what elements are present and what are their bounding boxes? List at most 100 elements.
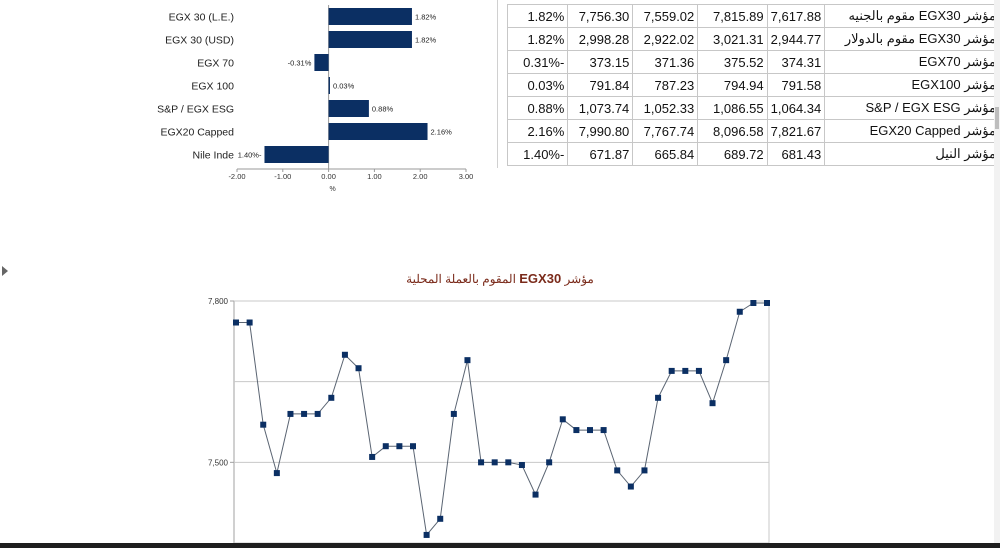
index-value-cell: 1.40%- xyxy=(506,142,569,166)
bar-0 xyxy=(328,8,412,25)
bar-category-label: EGX 70 xyxy=(197,58,234,70)
index-value-cell: 2,998.28 xyxy=(567,27,634,51)
bar-5 xyxy=(328,123,428,140)
scrollbar-thumb[interactable] xyxy=(995,107,999,129)
bar-category-label: EGX 30 (USD) xyxy=(165,35,234,47)
egx30-data-point xyxy=(600,427,607,434)
egx30-data-point xyxy=(355,365,362,372)
index-value-cell: 794.94 xyxy=(697,73,768,97)
egx30-data-point xyxy=(233,319,239,326)
bar-x-tick-label: 3.00 xyxy=(459,172,474,181)
bar-x-tick-label: -2.00 xyxy=(228,172,245,181)
index-value-cell: 1.82% xyxy=(506,27,569,51)
bar-category-label: Nile Inde xyxy=(193,150,235,162)
index-table-body: 1.82% 7,756.30 7,559.02 7,815.89 7,617.88 مؤش… xyxy=(506,4,1000,166)
egx30-data-point xyxy=(314,410,321,417)
index-value-cell: 7,559.02 xyxy=(632,4,699,28)
index-value-cell: 1,086.55 xyxy=(697,96,768,120)
bar-value-label: 1.40%- xyxy=(238,151,262,160)
index-value-cell: 2,944.77 xyxy=(766,27,826,51)
index-name-cell: مؤشر S&P / EGX ESG xyxy=(824,96,1000,120)
expand-arrow-icon[interactable] xyxy=(2,266,8,276)
egx30-data-point xyxy=(764,300,770,306)
index-value-cell: 373.15 xyxy=(567,50,634,74)
index-name-cell: مؤشر EGX20 Capped xyxy=(824,119,1000,143)
panel-divider xyxy=(497,0,498,168)
index-change-bar-chart: EGX 30 (L.E.) 1.82% EGX 30 (USD) 1.82% EGX 7… xyxy=(157,5,474,193)
index-value-cell: 1,052.33 xyxy=(632,96,699,120)
index-value-cell: 671.87 xyxy=(567,142,634,166)
index-value-cell: 2.16% xyxy=(506,119,569,143)
egx30-data-point xyxy=(287,410,294,417)
index-value-cell: 2,922.02 xyxy=(632,27,699,51)
index-summary-table: 1.82% 7,756.30 7,559.02 7,815.89 7,617.88 مؤش… xyxy=(506,4,1000,166)
egx30-data-point xyxy=(736,308,743,315)
table-row: 0.88% 1,073.74 1,052.33 1,086.55 1,064.34 مؤش… xyxy=(506,96,1000,120)
index-value-cell: 7,767.74 xyxy=(632,119,699,143)
bar-x-tick-label: 1.00 xyxy=(367,172,382,181)
egx30-data-point xyxy=(328,394,335,401)
egx30-data-point xyxy=(695,367,702,374)
egx30-data-point xyxy=(246,319,253,326)
egx30-data-point xyxy=(750,300,757,306)
index-name-cell: مؤشر النيل xyxy=(824,142,1000,166)
egx30-data-point xyxy=(559,416,566,423)
index-value-cell: 791.84 xyxy=(567,73,634,97)
egx30-data-point xyxy=(723,357,730,364)
index-value-cell: 375.52 xyxy=(697,50,768,74)
table-row: 0.03% 791.84 787.23 794.94 791.58 مؤشر EGX100 xyxy=(506,73,1000,97)
index-value-cell: 7,821.67 xyxy=(766,119,826,143)
bar-category-label: EGX 30 (L.E.) xyxy=(169,12,234,24)
index-value-cell: 7,617.88 xyxy=(766,4,826,28)
table-row: 0.31%- 373.15 371.36 375.52 374.31 مؤشر EGX70 xyxy=(506,50,1000,74)
egx30-data-point xyxy=(641,467,648,474)
index-name-cell: مؤشر EGX100 xyxy=(824,73,1000,97)
index-value-cell: 787.23 xyxy=(632,73,699,97)
index-value-cell: 374.31 xyxy=(766,50,826,74)
bar-value-label: 1.82% xyxy=(415,13,437,22)
line-title-pre: مؤشر xyxy=(564,272,594,286)
table-row: 1.40%- 671.87 665.84 689.72 681.43 مؤشر النيل xyxy=(506,142,1000,166)
index-value-cell: 8,096.58 xyxy=(697,119,768,143)
egx30-series-line xyxy=(236,302,767,537)
bar-2 xyxy=(314,54,329,71)
vertical-scrollbar[interactable] xyxy=(994,0,1000,543)
index-value-cell: 0.03% xyxy=(506,73,569,97)
egx30-data-point xyxy=(437,515,444,522)
index-value-cell: 1.82% xyxy=(506,4,569,28)
index-value-cell: 665.84 xyxy=(632,142,699,166)
egx30-data-point xyxy=(341,351,348,358)
egx30-data-point xyxy=(410,443,416,450)
index-name-cell: مؤشر EGX30 مقوم بالدولار xyxy=(824,27,1000,51)
index-value-cell: 681.43 xyxy=(766,142,826,166)
bar-value-label: 0.88% xyxy=(372,105,394,114)
bar-value-label: 1.82% xyxy=(415,36,437,45)
index-value-cell: 1,064.34 xyxy=(766,96,826,120)
egx30-data-point xyxy=(655,394,662,401)
egx30-data-point xyxy=(491,459,498,466)
index-value-cell: 0.88% xyxy=(506,96,569,120)
bottom-taskbar-strip xyxy=(0,543,1000,548)
egx30-data-point xyxy=(573,427,580,434)
bar-1 xyxy=(328,31,412,48)
egx30-data-point xyxy=(614,467,621,474)
egx30-data-point xyxy=(464,357,471,364)
bar-value-label: -0.31% xyxy=(288,59,312,68)
line-y-tick-label: 7,800 xyxy=(208,297,229,306)
index-name-cell: مؤشر EGX70 xyxy=(824,50,1000,74)
bar-4 xyxy=(328,100,369,117)
egx30-data-point xyxy=(709,400,716,407)
egx30-data-point xyxy=(396,443,403,450)
egx30-data-point xyxy=(546,459,553,466)
table-row: 2.16% 7,990.80 7,767.74 8,096.58 7,821.67 مؤش… xyxy=(506,119,1000,143)
bar-6 xyxy=(264,146,329,163)
bar-3 xyxy=(328,77,330,94)
egx30-data-point xyxy=(369,453,376,460)
index-name-cell: مؤشر EGX30 مقوم بالجنيه xyxy=(824,4,1000,28)
egx30-data-point xyxy=(627,483,634,490)
egx30-data-point xyxy=(273,470,280,477)
line-y-tick-label: 7,500 xyxy=(208,458,229,467)
egx30-data-point xyxy=(260,421,267,428)
egx30-data-point xyxy=(532,491,539,498)
bar-value-label: 0.03% xyxy=(333,82,355,91)
